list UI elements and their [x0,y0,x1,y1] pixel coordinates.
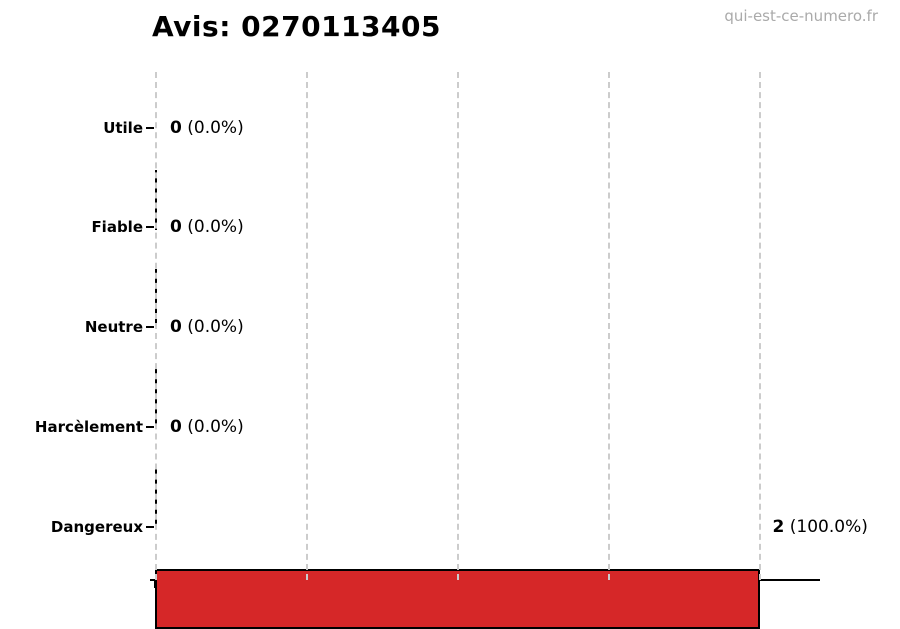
value-percent: (0.0%) [187,417,244,437]
gridline [759,72,761,580]
gridline [608,72,610,580]
y-tick [146,226,154,228]
value-percent: (0.0%) [187,317,244,337]
value-count: 0 [170,217,182,237]
chart-figure: Avis: 0270113405 qui-est-ce-numero.fr Ut… [34,7,878,629]
category-label-utile: Utile [103,119,143,137]
gridline [155,72,157,580]
value-label-harcelement: 0 (0.0%) [170,417,244,437]
value-label-dangereux: 2 (100.0%) [773,517,868,537]
category-label-neutre: Neutre [84,318,143,336]
chart-title: Avis: 0270113405 [152,10,441,43]
value-percent: (0.0%) [187,217,244,237]
category-label-harcelement: Harcèlement [34,418,143,436]
value-count: 0 [170,118,182,138]
value-count: 0 [170,417,182,437]
watermark: qui-est-ce-numero.fr [724,7,878,25]
y-tick [146,326,154,328]
value-label-utile: 0 (0.0%) [170,118,244,138]
gridline [457,72,459,580]
y-tick [146,426,154,428]
y-tick [146,127,154,129]
value-percent: (0.0%) [187,118,244,138]
value-label-neutre: 0 (0.0%) [170,317,244,337]
gridline [306,72,308,580]
value-count: 2 [772,517,785,537]
category-label-dangereux: Dangereux [50,518,143,536]
value-label-fiable: 0 (0.0%) [170,217,244,237]
value-count: 0 [170,317,182,337]
category-label-fiable: Fiable [91,218,143,236]
value-percent: (100.0%) [789,517,868,537]
plot-area: 0 (0.0%) 0 (0.0%) 0 (0.0%) 0 (0.0%) 2 (1… [155,72,868,629]
y-tick [146,526,154,528]
